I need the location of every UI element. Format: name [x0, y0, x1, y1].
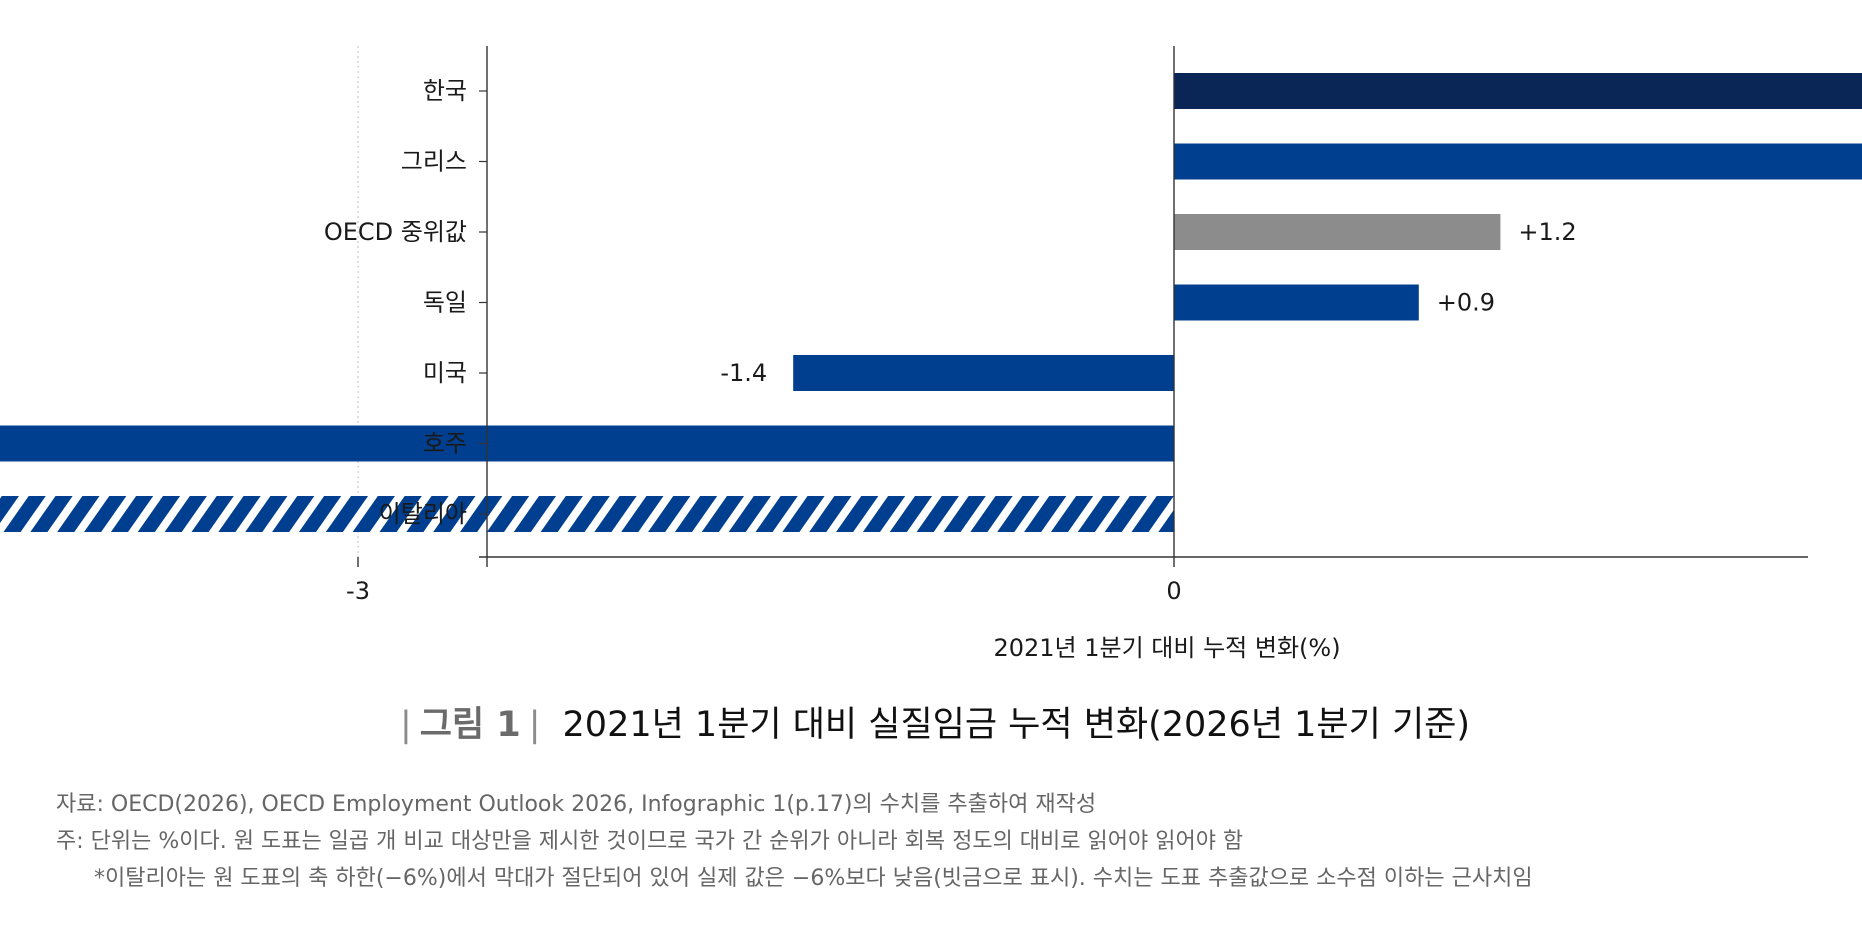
labels: 한국+5.7그리스+4.7OECD 중위값+1.2독일+0.9미국-1.4호주-… — [324, 77, 1577, 605]
value-label: +0.9 — [1437, 289, 1495, 317]
notes-block: 자료: OECD(2026), OECD Employment Outlook … — [56, 786, 1533, 897]
bars — [0, 73, 1862, 532]
bar — [1174, 214, 1501, 250]
unit-note: 주: 단위는 %이다. 원 도표는 일곱 개 비교 대상만을 제시한 것이므로 … — [56, 829, 1244, 854]
bar-chart: 한국+5.7그리스+4.7OECD 중위값+1.2독일+0.9미국-1.4호주-… — [0, 46, 1862, 662]
bar — [0, 425, 1174, 462]
value-label: +1.2 — [1518, 218, 1576, 246]
footnote: *이탈리아는 원 도표의 축 하한(−6%)에서 막대가 절단되어 있어 실제 … — [94, 866, 1533, 891]
category-label: 미국 — [423, 359, 467, 387]
bar — [1174, 143, 1862, 180]
axes — [357, 46, 1808, 567]
bar — [793, 355, 1174, 391]
category-label: 독일 — [423, 289, 467, 317]
caption-divider-right: | — [528, 705, 541, 745]
category-label: 이탈리아 — [379, 500, 467, 528]
value-label: -1.4 — [720, 359, 767, 387]
category-label: 한국 — [423, 77, 467, 105]
figure-caption: | 그림 1 | 2021년 1분기 대비 실질임금 누적 변화(2026년 1분기 … — [0, 696, 1862, 747]
caption-divider-left: | — [399, 705, 412, 745]
source-note: 자료: OECD(2026), OECD Employment Outlook … — [56, 792, 1097, 817]
x-tick-label: -3 — [346, 577, 370, 605]
bar — [1174, 284, 1419, 321]
bar — [1174, 73, 1862, 109]
bar — [0, 496, 1174, 532]
category-label: 호주 — [423, 430, 467, 458]
figure-label: 그림 1 — [419, 705, 521, 745]
x-axis-title: 2021년 1분기 대비 누적 변화(%) — [993, 634, 1340, 662]
grid-lines — [357, 46, 359, 557]
figure-title: 2021년 1분기 대비 실질임금 누적 변화(2026년 1분기 기준) — [562, 705, 1471, 745]
x-tick-label: 0 — [1166, 577, 1181, 605]
category-label: 그리스 — [401, 148, 467, 176]
category-label: OECD 중위값 — [324, 218, 467, 246]
